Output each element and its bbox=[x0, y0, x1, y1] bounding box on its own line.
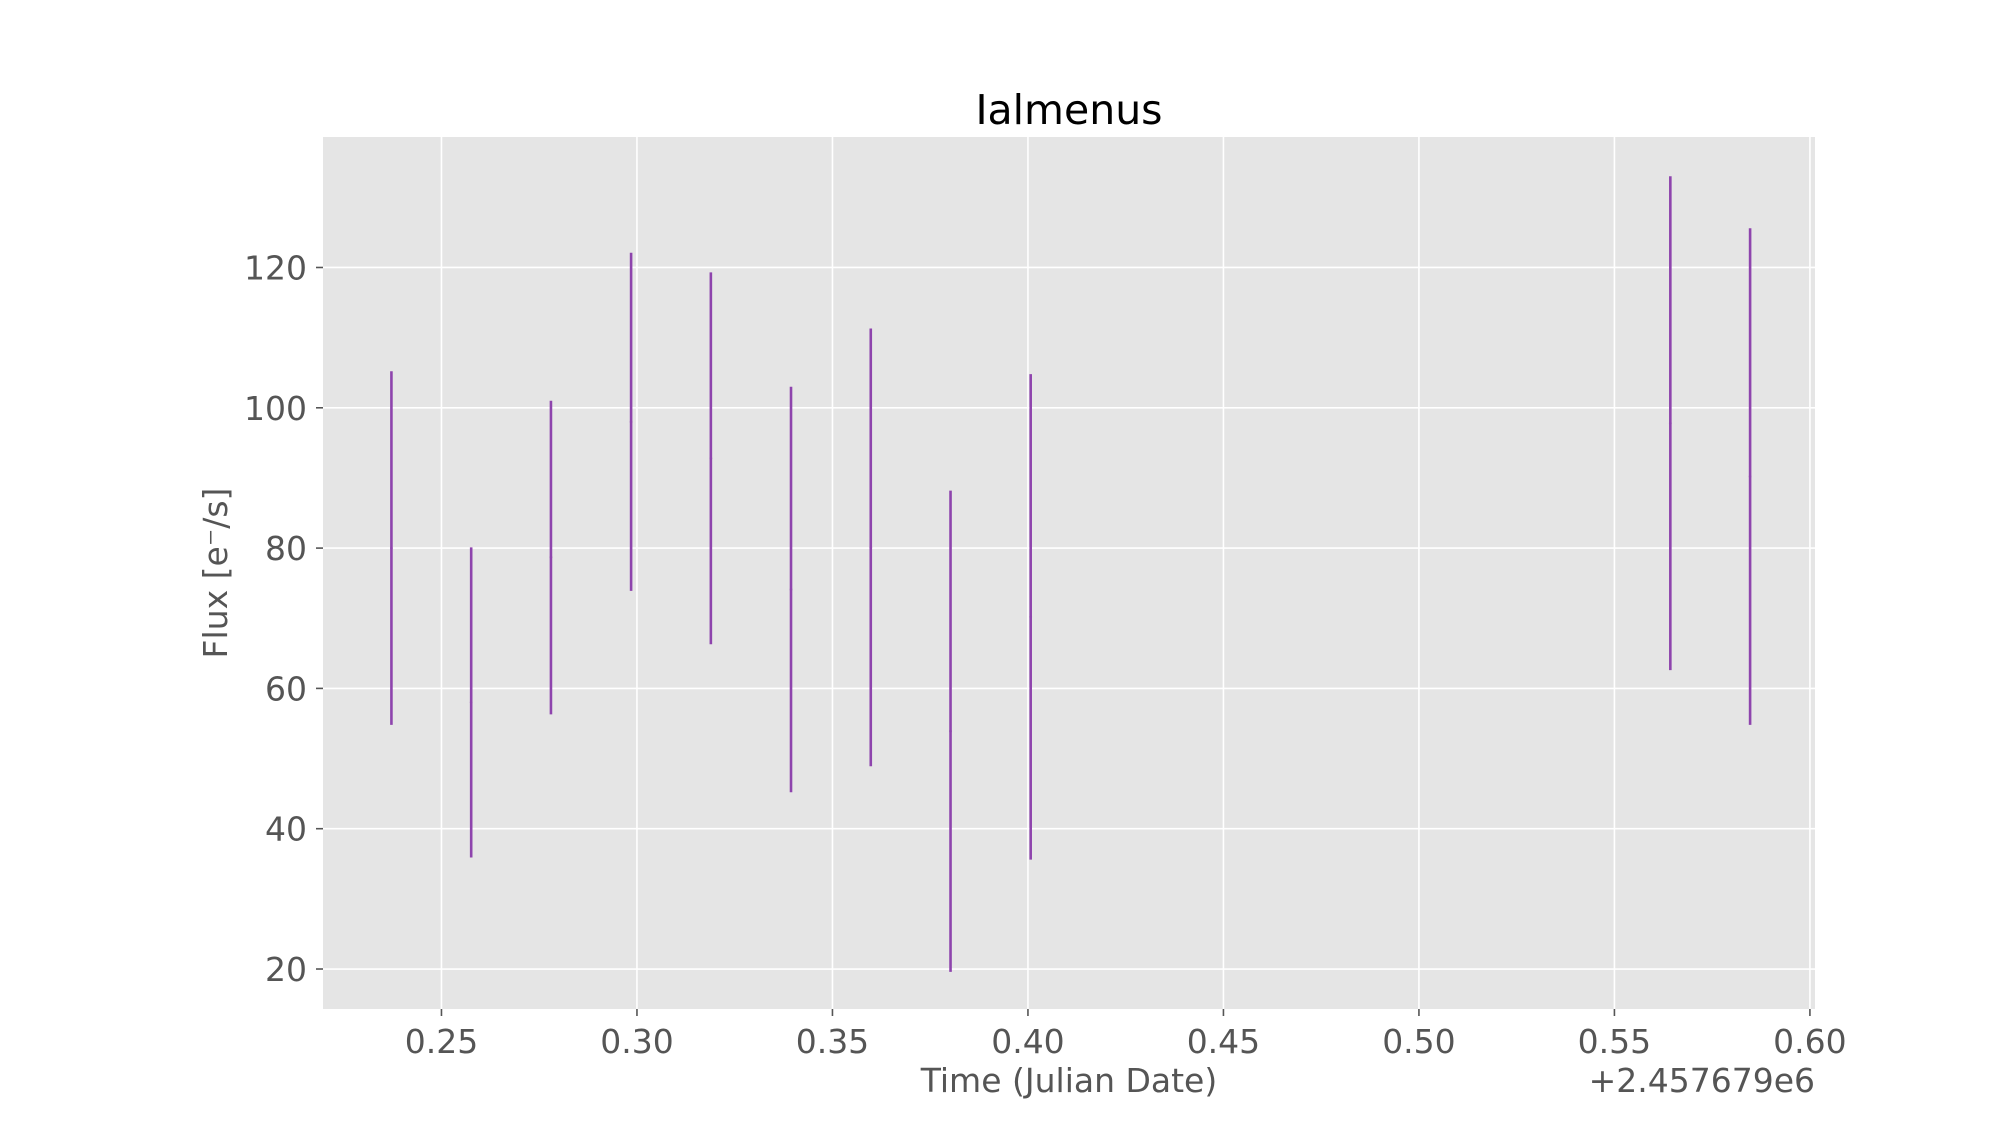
data-point bbox=[629, 420, 633, 424]
data-point bbox=[1748, 475, 1752, 478]
data-point bbox=[1668, 421, 1672, 425]
grid bbox=[323, 137, 1815, 1009]
x-tick-label: 0.45 bbox=[1187, 1022, 1260, 1061]
y-tick-label: 100 bbox=[244, 389, 307, 428]
y-tick-label: 20 bbox=[265, 950, 307, 989]
x-axis: 0.25 0.30 0.35 0.40 0.45 0.50 0.55 0.60 bbox=[405, 1009, 1847, 1061]
data-point bbox=[469, 701, 473, 704]
y-axis-label: Flux [e⁻/s] bbox=[196, 488, 235, 659]
data-point bbox=[949, 729, 952, 733]
data-point bbox=[869, 545, 873, 549]
y-axis: 20 40 60 80 100 120 bbox=[244, 248, 323, 989]
x-axis-offset-label: +2.457679e6 bbox=[1589, 1061, 1815, 1100]
y-tick-label: 120 bbox=[244, 248, 307, 287]
x-tick-label: 0.50 bbox=[1382, 1022, 1455, 1061]
x-axis-label: Time (Julian Date) bbox=[920, 1061, 1217, 1100]
x-tick-label: 0.60 bbox=[1773, 1022, 1846, 1061]
data-marks bbox=[390, 176, 1752, 972]
data-point bbox=[1029, 615, 1033, 619]
data-point bbox=[709, 456, 713, 460]
x-tick-label: 0.25 bbox=[405, 1022, 478, 1061]
data-point bbox=[789, 588, 793, 591]
data-point bbox=[390, 546, 393, 550]
x-tick-label: 0.40 bbox=[991, 1022, 1064, 1061]
x-tick-label: 0.55 bbox=[1578, 1022, 1651, 1061]
plot-background bbox=[323, 137, 1815, 1009]
y-tick-label: 40 bbox=[265, 810, 307, 849]
chart-title: Ialmenus bbox=[975, 86, 1162, 134]
x-tick-label: 0.30 bbox=[600, 1022, 673, 1061]
y-tick-label: 60 bbox=[265, 669, 307, 708]
data-point bbox=[549, 555, 553, 559]
y-tick-label: 80 bbox=[265, 529, 307, 568]
x-tick-label: 0.35 bbox=[796, 1022, 869, 1061]
